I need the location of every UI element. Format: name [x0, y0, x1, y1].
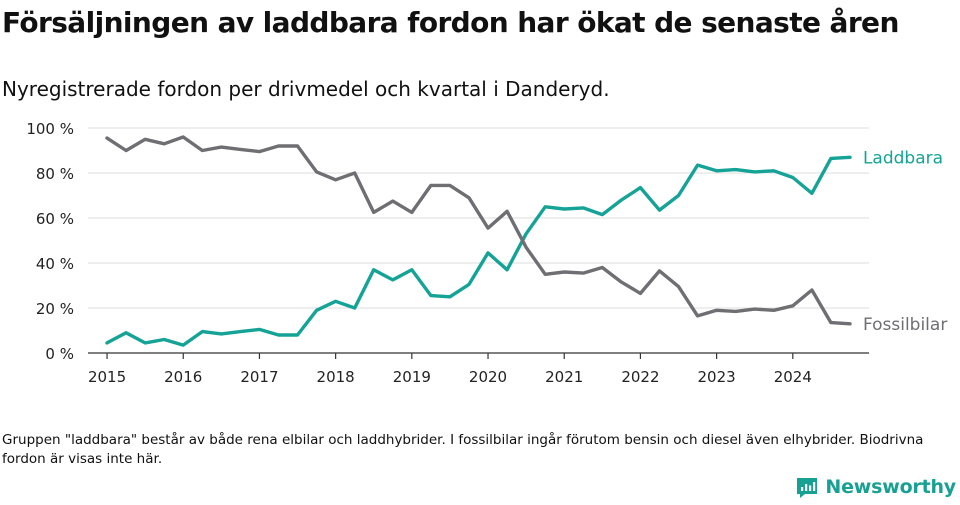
brand-logo[interactable]: Newsworthy	[795, 475, 956, 499]
y-tick-label: 80 %	[36, 165, 74, 183]
line-chart: 0 %20 %40 %60 %80 %100 % 2015 2016 2017 201…	[26, 120, 947, 386]
x-tick-label: 2024	[774, 368, 812, 386]
y-tick-label: 60 %	[36, 210, 74, 228]
chart-subtitle: Nyregistrerade fordon per drivmedel och …	[2, 77, 610, 101]
newsworthy-logo-icon	[797, 478, 818, 498]
series-label-fossilbilar: Fossilbilar	[863, 315, 947, 335]
x-tick-label: 2023	[698, 368, 736, 386]
x-tick-label: 2020	[469, 368, 507, 386]
y-tick-label: 20 %	[36, 300, 74, 318]
y-tick-label: 100 %	[26, 120, 74, 138]
y-tick-label: 40 %	[36, 255, 74, 273]
series-line-laddbara	[105, 155, 852, 347]
x-tick-label: 2017	[240, 368, 278, 386]
series-labels: Laddbara Fossilbilar	[863, 148, 947, 335]
series-lines	[105, 135, 852, 347]
x-tick-label: 2018	[317, 368, 355, 386]
x-tick-label: 2021	[545, 368, 583, 386]
series-line-fossilbilar	[105, 135, 852, 326]
x-tick-label: 2019	[393, 368, 431, 386]
x-tick-label: 2015	[88, 368, 126, 386]
y-tick-labels: 0 % 20 % 40 % 60 % 80 % 100 %	[26, 120, 74, 363]
x-tick-label: 2022	[621, 368, 659, 386]
footnote: Gruppen "laddbara" består av både rena e…	[2, 432, 924, 467]
gridlines	[88, 127, 869, 309]
series-label-laddbara: Laddbara	[863, 148, 943, 168]
y-tick-label: 0 %	[45, 345, 74, 363]
chart-title: Försäljningen av laddbara fordon har öka…	[2, 6, 899, 39]
x-ticks	[106, 353, 794, 359]
brand-name: Newsworthy	[825, 476, 956, 498]
x-tick-label: 2016	[164, 368, 202, 386]
x-tick-labels: 2015 2016 2017 2018 2019 2020 2021 2022 2023 2024	[88, 368, 812, 386]
